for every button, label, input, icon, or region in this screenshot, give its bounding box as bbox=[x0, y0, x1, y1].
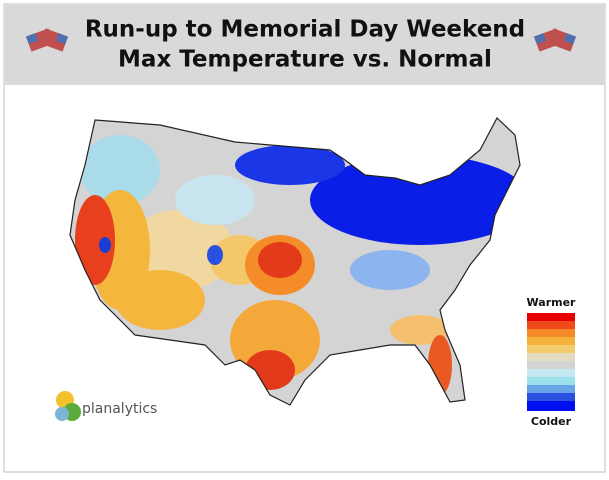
flag-right bbox=[533, 28, 577, 52]
header-band bbox=[5, 5, 604, 85]
us-outline bbox=[69, 117, 521, 406]
legend-scale bbox=[527, 313, 575, 411]
legend-top-label: Warmer bbox=[527, 296, 577, 309]
logo-text: planalytics bbox=[82, 401, 157, 417]
legend-bottom-label: Colder bbox=[531, 415, 572, 428]
title-line: Max Temperature vs. Normal bbox=[118, 47, 492, 73]
title-line: Run-up to Memorial Day Weekend bbox=[85, 17, 525, 43]
flag-left bbox=[25, 28, 69, 52]
logo: planalytics bbox=[55, 391, 157, 421]
